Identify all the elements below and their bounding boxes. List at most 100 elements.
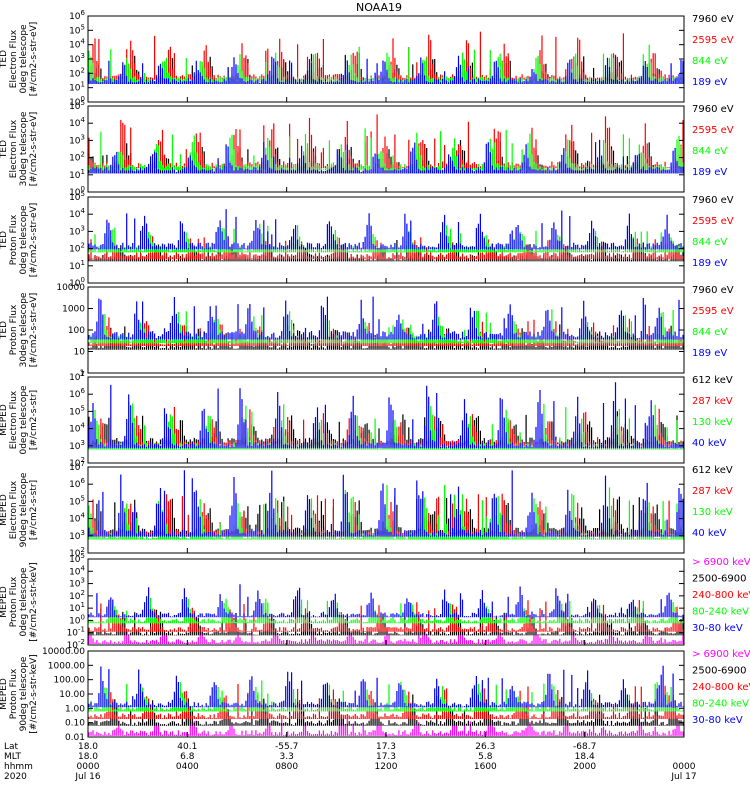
- legend-entry: 2595 eV: [692, 125, 734, 136]
- series-trace-4: [88, 209, 684, 250]
- x-row-value: 5.8: [478, 752, 493, 762]
- y-tick-label: 102: [69, 66, 85, 79]
- legend-entry: 7960 eV: [692, 14, 734, 25]
- x-row-label: 2020: [4, 772, 27, 782]
- series-trace-4: [88, 139, 684, 174]
- series-trace-1: [88, 496, 684, 535]
- y-tick-label: 103: [69, 439, 85, 452]
- legend-entry: 189 eV: [692, 258, 727, 269]
- y-tick-label: 101: [69, 81, 85, 94]
- y-tick-label: 102: [69, 151, 85, 164]
- y-tick-label: 100: [69, 613, 85, 626]
- legend-entry: 240-800 keV: [692, 682, 750, 693]
- legend-entry: > 6900 keV: [692, 557, 750, 568]
- panel-frame: [87, 376, 685, 464]
- series-trace-1: [88, 628, 684, 644]
- legend-entry: 80-240 keV: [692, 607, 749, 618]
- y-tick-label: 1: [79, 369, 85, 379]
- legend-entry: 189 eV: [692, 77, 727, 88]
- x-row-value: Jul 16: [74, 772, 100, 782]
- y-tick-label: 103: [69, 133, 85, 146]
- panel-8: 0.01 0.10 1.00 10.00 100.00 1000.00 10000.00ME…: [0, 647, 750, 743]
- series-trace-5: [88, 584, 684, 618]
- x-row-value: 0000: [673, 762, 696, 772]
- x-row-value: 40.1: [177, 742, 197, 752]
- y-tick-label: 105: [69, 23, 85, 36]
- legend-entry: 130 keV: [692, 417, 733, 428]
- panel-frame: [87, 105, 685, 193]
- x-row-value: 0800: [275, 762, 298, 772]
- legend-entry: > 6900 keV: [692, 649, 750, 660]
- panel-frame: [87, 558, 685, 646]
- legend-entry: 80-240 keV: [692, 699, 749, 710]
- x-row-value: 2000: [573, 762, 596, 772]
- x-row-value: -68.7: [573, 742, 596, 752]
- y-tick-label: 0.01: [65, 733, 85, 743]
- x-row-value: 26.3: [475, 742, 495, 752]
- legend-entry: 2595 eV: [692, 306, 734, 317]
- y-tick-label: 104: [69, 512, 85, 525]
- legend-entry: 7960 eV: [692, 104, 734, 115]
- x-row-label: hhmm: [4, 762, 33, 772]
- y-axis-label: TEDElectron Flux30deg telescope[#/cm2-s-…: [0, 111, 39, 186]
- y-tick-label: 10.00: [59, 690, 85, 700]
- legend-entry: 189 eV: [692, 167, 727, 178]
- x-row-value: 0000: [77, 762, 100, 772]
- y-tick-label: 10-1: [67, 626, 85, 639]
- series-trace-2: [88, 114, 684, 169]
- y-tick-label: 104: [69, 564, 85, 577]
- y-tick-label: 103: [69, 52, 85, 65]
- legend-entry: 844 eV: [692, 237, 727, 248]
- y-tick-label: 105: [69, 404, 85, 417]
- x-row-value: 1200: [375, 762, 398, 772]
- legend-entry: 2500-6900: [692, 574, 747, 585]
- legend-entry: 2500-6900: [692, 666, 747, 677]
- legend-entry: 2595 eV: [692, 35, 734, 46]
- x-row-value: 1600: [474, 762, 497, 772]
- y-tick-label: 1000.00: [48, 661, 85, 671]
- y-tick-label: 107: [69, 370, 85, 383]
- y-tick-label: 100: [68, 326, 85, 336]
- series-trace-5: [88, 665, 684, 708]
- x-row-value: 3.3: [280, 752, 294, 762]
- y-axis-label: MEPEDElectron Flux0deg telescope[#/cm2-s…: [0, 385, 39, 455]
- legend-entry: 844 eV: [692, 56, 727, 67]
- y-axis-label: MEPEDElectron Flux90deg telescope[#/cm2-…: [0, 472, 39, 547]
- chart-title: NOAA19: [356, 1, 402, 14]
- y-tick-label: 103: [69, 529, 85, 542]
- legend-entry: 612 keV: [692, 465, 733, 476]
- y-tick-label: 106: [69, 477, 85, 490]
- y-tick-label: 104: [69, 422, 85, 435]
- y-tick-label: 101: [69, 168, 85, 181]
- x-row-value: 18.0: [78, 752, 98, 762]
- y-axis-label: TEDProton Flux0deg telescope[#/cm2-s-str…: [0, 203, 39, 278]
- x-row-value: 17.3: [376, 752, 396, 762]
- y-tick-label: 106: [69, 9, 85, 22]
- y-tick-label: 100.00: [54, 676, 86, 686]
- series-trace-4: [88, 382, 684, 449]
- panel-frame: [87, 286, 685, 374]
- legend-entry: 189 eV: [692, 348, 727, 359]
- y-tick-label: 103: [69, 224, 85, 237]
- y-tick-label: 10000: [56, 283, 85, 293]
- x-row-value: Jul 17: [670, 772, 696, 782]
- x-row-value: 17.3: [376, 742, 396, 752]
- y-tick-label: 101: [69, 259, 85, 272]
- y-axis-label: TEDElectron Flux0deg telescope[#/cm2-s-s…: [0, 22, 39, 97]
- y-tick-label: 0.10: [65, 719, 85, 729]
- legend-entry: 240-800 keV: [692, 590, 750, 601]
- x-row-value: 0400: [176, 762, 199, 772]
- legend-entry: 287 keV: [692, 486, 733, 497]
- y-tick-label: 104: [69, 207, 85, 220]
- y-tick-label: 101: [69, 601, 85, 614]
- y-axis-label: MEPEDProton Flux90deg telescope[#/cm2-s-…: [0, 654, 39, 733]
- y-tick-label: 102: [69, 589, 85, 602]
- x-row-label: Lat: [4, 742, 19, 752]
- legend-entry: 612 keV: [692, 375, 733, 386]
- legend-entry: 40 keV: [692, 528, 726, 539]
- panel-4: 1 10 100 1000 10000 TEDProton Flux30deg teles…: [0, 283, 734, 379]
